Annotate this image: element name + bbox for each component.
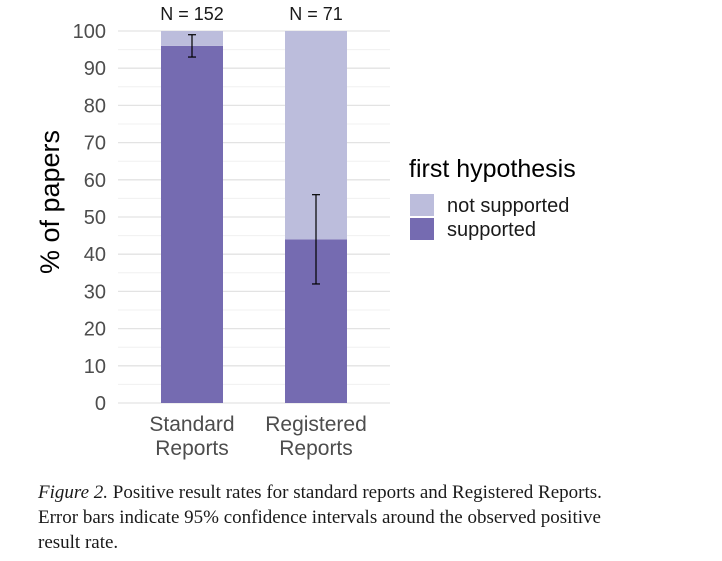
caption-text: Positive result rates for standard repor… xyxy=(38,482,602,553)
legend-swatch xyxy=(410,194,434,216)
y-tick-label: 100 xyxy=(73,21,106,43)
legend-title: first hypothesis xyxy=(409,155,576,183)
caption-label: Figure 2. xyxy=(38,482,109,503)
legend-label: supported xyxy=(447,219,536,241)
legend-label: not supported xyxy=(447,195,569,217)
bar-supported xyxy=(161,45,223,403)
gridlines xyxy=(118,30,390,404)
y-axis-ticks: 0 10 20 30 40 50 60 70 80 90 100 xyxy=(73,21,106,415)
y-tick-label: 20 xyxy=(84,319,106,341)
x-category-label: Reports xyxy=(279,437,353,460)
sample-size-label: N = 71 xyxy=(289,4,343,24)
y-tick-label: 60 xyxy=(84,170,106,192)
y-tick-label: 30 xyxy=(84,281,106,303)
y-tick-label: 80 xyxy=(84,95,106,117)
sample-size-label: N = 152 xyxy=(160,4,224,24)
y-tick-label: 10 xyxy=(84,356,106,378)
sample-size-labels: N = 152 N = 71 xyxy=(160,4,343,24)
legend-swatch xyxy=(410,218,434,240)
y-tick-label: 70 xyxy=(84,133,106,155)
y-axis-title: % of papers xyxy=(35,130,65,274)
error-bars xyxy=(188,34,320,285)
y-tick-label: 40 xyxy=(84,244,106,266)
x-category-label: Reports xyxy=(155,437,229,460)
y-tick-label: 90 xyxy=(84,58,106,80)
x-category-label: Registered xyxy=(265,413,367,436)
figure-caption: Figure 2. Positive result rates for stan… xyxy=(38,480,638,555)
x-category-label: Standard xyxy=(149,413,234,436)
y-tick-label: 0 xyxy=(95,393,106,415)
y-tick-label: 50 xyxy=(84,207,106,229)
